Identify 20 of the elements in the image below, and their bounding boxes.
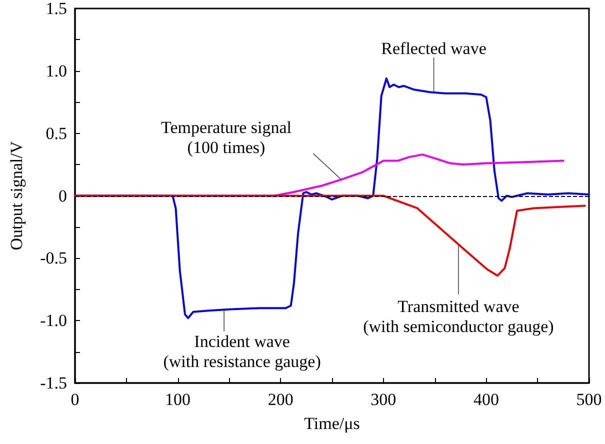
annotation: Temperature signal (100 times) (160, 118, 292, 158)
x-tick-label: 500 (576, 390, 602, 409)
y-tick-label: -1.0 (40, 311, 67, 330)
y-tick-label: -1.5 (40, 374, 67, 392)
x-tick-label: 0 (70, 390, 80, 409)
x-tick-label: 100 (165, 390, 191, 409)
y-tick-label: 1.5 (46, 0, 67, 18)
line-series (74, 194, 586, 277)
y-tick-label: 0 (58, 186, 67, 206)
y-tick-label: 1.0 (46, 61, 67, 80)
annotation: Reflected wave (381, 38, 486, 58)
y-tick-label: 0.5 (46, 124, 67, 143)
annotation: Incident wave (with resistance gauge) (163, 332, 321, 371)
x-tick-label: 200 (268, 390, 294, 409)
y-axis-title: Output signal/V (7, 140, 26, 250)
annotation: Transmitted wave (with semiconductor gauge) (363, 296, 554, 336)
x-tick-label: 400 (473, 390, 499, 409)
x-tick-label: 300 (370, 390, 396, 409)
x-axis-title: Time/μs (304, 414, 360, 433)
y-tick-label: -0.5 (40, 248, 67, 268)
